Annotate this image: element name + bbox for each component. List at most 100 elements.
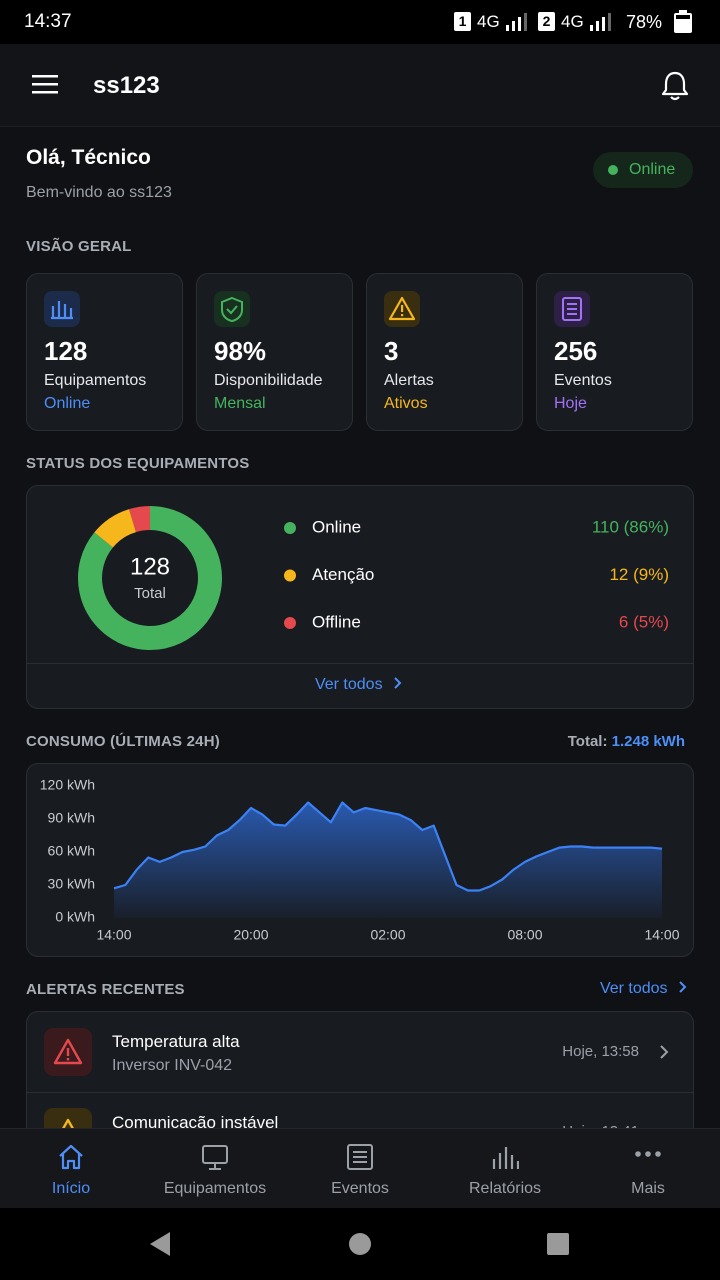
card-value: 128 <box>44 336 88 366</box>
alert-icon <box>44 1028 92 1076</box>
legend-value: 110 (86%) <box>592 517 669 536</box>
x-tick-label: 02:00 <box>370 927 405 943</box>
y-tick-label: 90 kWh <box>48 810 95 826</box>
legend-value: 12 (9%) <box>609 565 669 584</box>
link-text: Ver todos <box>599 980 668 997</box>
section-heading: STATUS DOS EQUIPAMENTOS <box>26 455 250 472</box>
x-tick-label: 14:00 <box>96 927 131 943</box>
y-tick-label: 0 kWh <box>55 909 95 925</box>
alert-title: Comunicação instável <box>112 1113 279 1132</box>
nav-item[interactable]: Relatórios <box>468 1180 542 1197</box>
overview-card[interactable]: 3 Alertas Ativos <box>366 273 523 431</box>
icon-glyph <box>562 297 582 321</box>
view-all-link[interactable]: Ver todos <box>27 676 693 694</box>
legend-value: 6 (5%) <box>619 612 669 631</box>
network-type: 4G <box>561 12 584 31</box>
chevron <box>660 1045 669 1059</box>
overview-card[interactable]: 256 Eventos Hoje <box>536 273 693 431</box>
warning-icon <box>53 1038 83 1065</box>
battery-icon <box>674 10 692 33</box>
total-label: Total: <box>567 733 608 750</box>
area-chart: 0 kWh 30 kWh 60 kWh 90 kWh 120 kWh 14:00 20:00… <box>40 777 680 943</box>
legend-dot <box>284 617 296 629</box>
card-detail: Online <box>44 395 91 412</box>
nav-item[interactable]: Eventos <box>331 1180 389 1197</box>
clock: 14:37 <box>24 11 72 32</box>
section-heading: CONSUMO (ÚLTIMAS 24H) <box>26 733 220 750</box>
nav-icon-more <box>635 1151 661 1157</box>
nav-icon-events <box>347 1144 373 1170</box>
status-bar: 14:37 1 4G 2 4G 78% <box>0 0 720 44</box>
total-value: 1.248 kWh <box>611 733 685 750</box>
status-text: Online <box>629 161 676 178</box>
nav-item[interactable]: Mais <box>631 1180 665 1197</box>
icon-glyph <box>221 296 243 323</box>
donut-segment <box>129 506 151 533</box>
overview-card[interactable]: 98% Disponibilidade Mensal <box>196 273 353 431</box>
legend-dot <box>284 522 296 534</box>
alert-subtitle: Inversor INV-042 <box>112 1057 233 1074</box>
icon-glyph <box>388 296 416 321</box>
y-tick-label: 120 kWh <box>40 777 95 793</box>
legend-label: Offline <box>312 612 361 631</box>
app-title: ss123 <box>93 72 160 99</box>
legend-label: Atenção <box>312 565 374 584</box>
area-fill <box>114 802 662 918</box>
x-tick-label: 08:00 <box>507 927 542 943</box>
x-tick-label: 20:00 <box>233 927 268 943</box>
line <box>113 801 663 892</box>
nav-item[interactable]: Início <box>51 1180 91 1197</box>
card-label: Equipamentos <box>44 372 147 389</box>
alert-item[interactable]: Temperatura alta Inversor INV-042 Hoje, … <box>27 1012 693 1092</box>
status-dot <box>608 165 618 175</box>
system-buttons <box>150 1232 569 1256</box>
consumption-total: Total: 1.248 kWh <box>568 733 685 750</box>
nav-icon-reports <box>492 1147 519 1169</box>
card-value: 256 <box>554 336 598 366</box>
status-pill: Online <box>593 152 693 188</box>
y-tick-label: 60 kWh <box>48 843 95 859</box>
x-tick-label: 14:00 <box>644 927 679 943</box>
nav-item[interactable]: Equipamentos <box>163 1180 267 1197</box>
greeting-title: Olá, Técnico <box>26 146 151 169</box>
card-label: Disponibilidade <box>214 372 323 389</box>
divider <box>27 1092 693 1093</box>
section-heading: VISÃO GERAL <box>26 238 132 255</box>
alert-title: Temperatura alta <box>112 1032 240 1051</box>
bottom-nav: Início Equipamentos Eventos Relatórios Mais <box>0 1128 720 1209</box>
y-tick-label: 30 kWh <box>48 876 95 892</box>
battery-level: 78% <box>626 12 663 32</box>
card-label: Alertas <box>384 372 434 389</box>
legend-dot <box>284 569 296 582</box>
donut-chart: Online 110 (86%) Atenção 12 (9%) Offline 6 (5… <box>78 506 669 650</box>
sim-badge: 1 <box>454 12 471 31</box>
card-detail: Ativos <box>384 395 428 412</box>
system-nav <box>0 1208 720 1280</box>
app-bar: ss123 <box>0 44 720 127</box>
divider <box>27 663 693 664</box>
view-all-link[interactable]: Ver todos <box>600 980 690 998</box>
card-detail: Hoje <box>554 395 587 412</box>
card-icon <box>214 291 250 327</box>
notifications-button[interactable] <box>660 70 690 102</box>
donut-segment <box>94 509 137 548</box>
card-label: Eventos <box>554 372 612 389</box>
chevron <box>394 677 402 689</box>
network-type: 4G <box>477 12 500 31</box>
greeting-subtitle: Bem-vindo ao ss123 <box>26 184 172 201</box>
card-icon <box>384 291 420 327</box>
card-icon <box>44 291 80 327</box>
nav-icon-equipment <box>202 1145 228 1170</box>
alert-time: Hoje, 13:58 <box>562 1043 639 1060</box>
overview-card[interactable]: 128 Equipamentos Online <box>26 273 183 431</box>
sim-badge: 2 <box>538 12 555 31</box>
card-icon <box>554 291 590 327</box>
signal-icon <box>506 13 527 31</box>
nav-icon-home <box>59 1144 83 1170</box>
card-detail: Mensal <box>214 395 266 412</box>
menu-button[interactable] <box>32 74 58 94</box>
card-value: 3 <box>384 336 399 366</box>
signal-icon <box>590 13 611 31</box>
